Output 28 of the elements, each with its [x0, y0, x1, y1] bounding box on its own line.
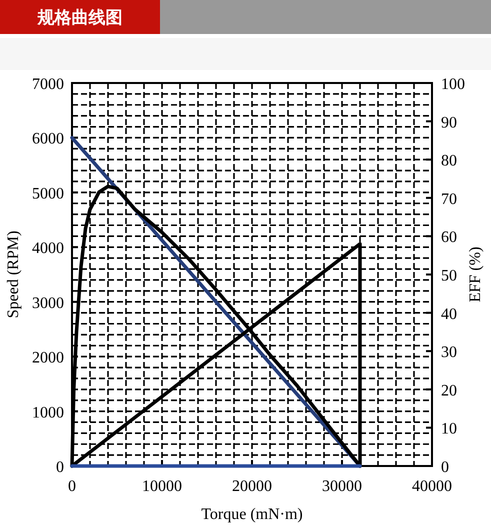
y-tick-label: 5000 — [32, 185, 64, 202]
y2-tick-label: 0 — [441, 459, 449, 476]
chart-title: 规格曲线图 — [36, 8, 122, 28]
y2-tick-label: 20 — [441, 382, 457, 400]
y-tick-label: 6000 — [32, 130, 64, 148]
y2-tick-label: 80 — [441, 152, 457, 170]
y-tick-label: 3000 — [32, 294, 64, 312]
y2-tick-label: 60 — [441, 229, 457, 246]
y2-tick-label: 30 — [441, 344, 457, 362]
y2-tick-label: 10 — [441, 420, 457, 438]
x-tick-label: 40000 — [412, 478, 452, 495]
y-tick-label: 1000 — [32, 404, 64, 422]
y2-tick-label: 40 — [441, 306, 457, 323]
y-tick-label: 0 — [56, 459, 64, 476]
y2-axis-title: EFF (%) — [467, 246, 484, 302]
x-tick-label: 20000 — [232, 478, 272, 495]
y2-tick-label: 50 — [441, 268, 457, 284]
x-tick-label: 10000 — [142, 478, 182, 495]
y-tick-label: 4000 — [32, 240, 64, 258]
y-tick-label: 7000 — [32, 76, 64, 93]
x-tick-label: 30000 — [322, 478, 362, 495]
y2-tick-label: 70 — [441, 190, 457, 208]
y-axis-title: Speed (RPM) — [5, 230, 22, 318]
x-tick-label: 0 — [68, 478, 76, 495]
y2-tick-label: 100 — [441, 76, 465, 93]
x-axis-title: Torque (mN·m) — [201, 506, 303, 523]
y2-tick-label: 90 — [441, 114, 457, 132]
y-tick-label: 2000 — [32, 350, 64, 367]
